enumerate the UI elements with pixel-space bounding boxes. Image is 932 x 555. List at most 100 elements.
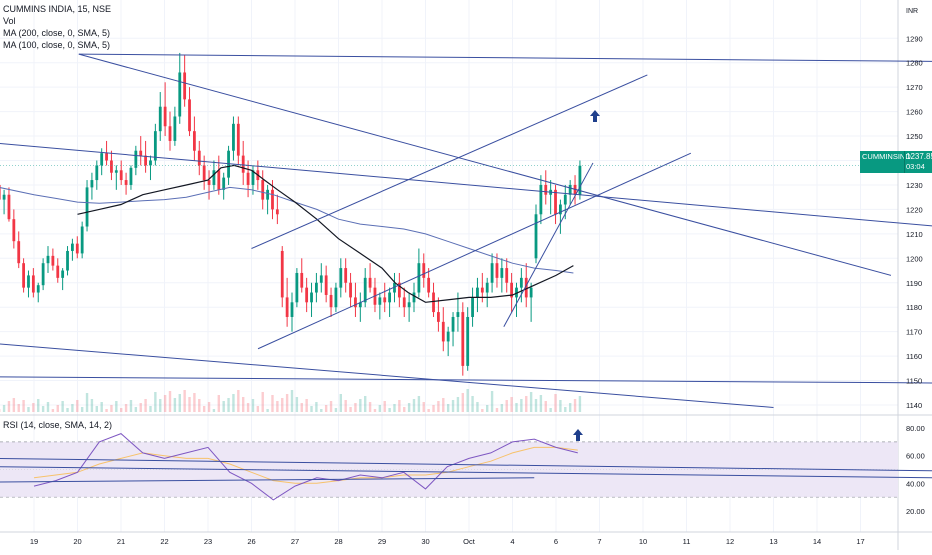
volume-legend[interactable]: Vol [3,16,16,27]
candle-body [193,131,196,151]
ma200-legend[interactable]: MA (200, close, 0, SMA, 5) [3,28,110,39]
volume-bar [281,398,283,412]
price-tick-label: 1220 [906,205,923,214]
volume-bar [140,403,142,412]
volume-bar [310,406,312,412]
candle-body [100,153,103,165]
time-tick-label: 26 [247,537,255,546]
candle-body [369,278,372,288]
candle-body [8,195,11,219]
volume-bar [325,405,327,412]
time-tick-label: 22 [160,537,168,546]
volume-bar [432,405,434,412]
volume-bar [354,403,356,412]
candle-body [188,99,191,131]
candle-body [339,268,342,288]
volume-bar [515,403,517,412]
volume-bar [37,399,39,412]
candle-body [500,268,503,278]
candle-body [144,156,147,166]
price-tick-label: 1290 [906,34,923,43]
volume-bar [359,399,361,412]
time-tick-label: 13 [769,537,777,546]
ma100-legend[interactable]: MA (100, close, 0, SMA, 5) [3,40,110,51]
volume-bar [291,390,293,412]
candle-body [115,170,118,172]
volume-bar [369,402,371,412]
rsi-legend[interactable]: RSI (14, close, SMA, 14, 2) [3,420,112,431]
candle-body [535,214,538,258]
candle-body [3,195,6,200]
time-tick-label: 29 [378,537,386,546]
volume-bar [535,399,537,412]
volume-bar [403,407,405,412]
candle-body [491,263,494,283]
volume-bar [520,399,522,412]
volume-bar [237,390,239,412]
candle-body [354,297,357,307]
candle-body [159,107,162,131]
price-tick-label: 1230 [906,181,923,190]
currency-label: INR [906,8,918,15]
candle-body [388,293,391,303]
candle-body [276,209,279,214]
candle-body [364,278,367,302]
candle-body [164,107,167,127]
candle-body [61,271,64,278]
price-tick-label: 1250 [906,132,923,141]
volume-bar [540,395,542,412]
candle-body [208,180,211,185]
candle-body [105,153,108,160]
volume-bar [335,408,337,412]
candle-body [32,275,35,292]
candle-body [154,131,157,160]
candle-body [242,156,245,173]
volume-bar [418,396,420,412]
symbol-legend[interactable]: CUMMINS INDIA, 15, NSE [3,4,111,15]
candle-body [261,180,264,200]
volume-bar [213,409,215,412]
volume-bar [203,406,205,412]
volume-bar [91,399,93,412]
volume-bar [57,405,59,412]
candle-body [422,263,425,278]
volume-bar [105,409,107,412]
volume-bar [8,401,10,412]
volume-bar [18,404,20,412]
volume-bar [457,397,459,412]
candle-body [403,297,406,307]
volume-bar [340,394,342,412]
volume-bar [315,402,317,412]
price-tick-label: 1150 [906,377,922,386]
volume-bar [198,399,200,412]
volume-bar [22,400,24,412]
volume-bar [242,397,244,412]
candle-body [383,297,386,302]
volume-bar [549,408,551,412]
time-tick-label: 10 [639,537,647,546]
candle-body [120,170,123,180]
volume-bar [262,392,264,412]
volume-bar [427,409,429,412]
time-tick-label: 27 [291,537,299,546]
candle-body [125,180,128,185]
candle-body [232,124,235,151]
volume-bar [120,408,122,412]
volume-bar [579,396,581,412]
price-tick-label: 1140 [906,401,922,410]
volume-bar [452,400,454,412]
candle-body [198,151,201,166]
price-tag-price: 1237.85 [906,152,932,162]
candle-body [505,268,508,283]
price-tick-label: 1160 [906,352,922,361]
candle-body [291,302,294,317]
time-tick-label: 28 [334,537,342,546]
candle-body [544,185,547,195]
volume-bar [437,401,439,412]
rsi-band [0,442,898,497]
candle-body [554,190,557,214]
volume-bar [247,403,249,412]
volume-bar [42,406,44,412]
